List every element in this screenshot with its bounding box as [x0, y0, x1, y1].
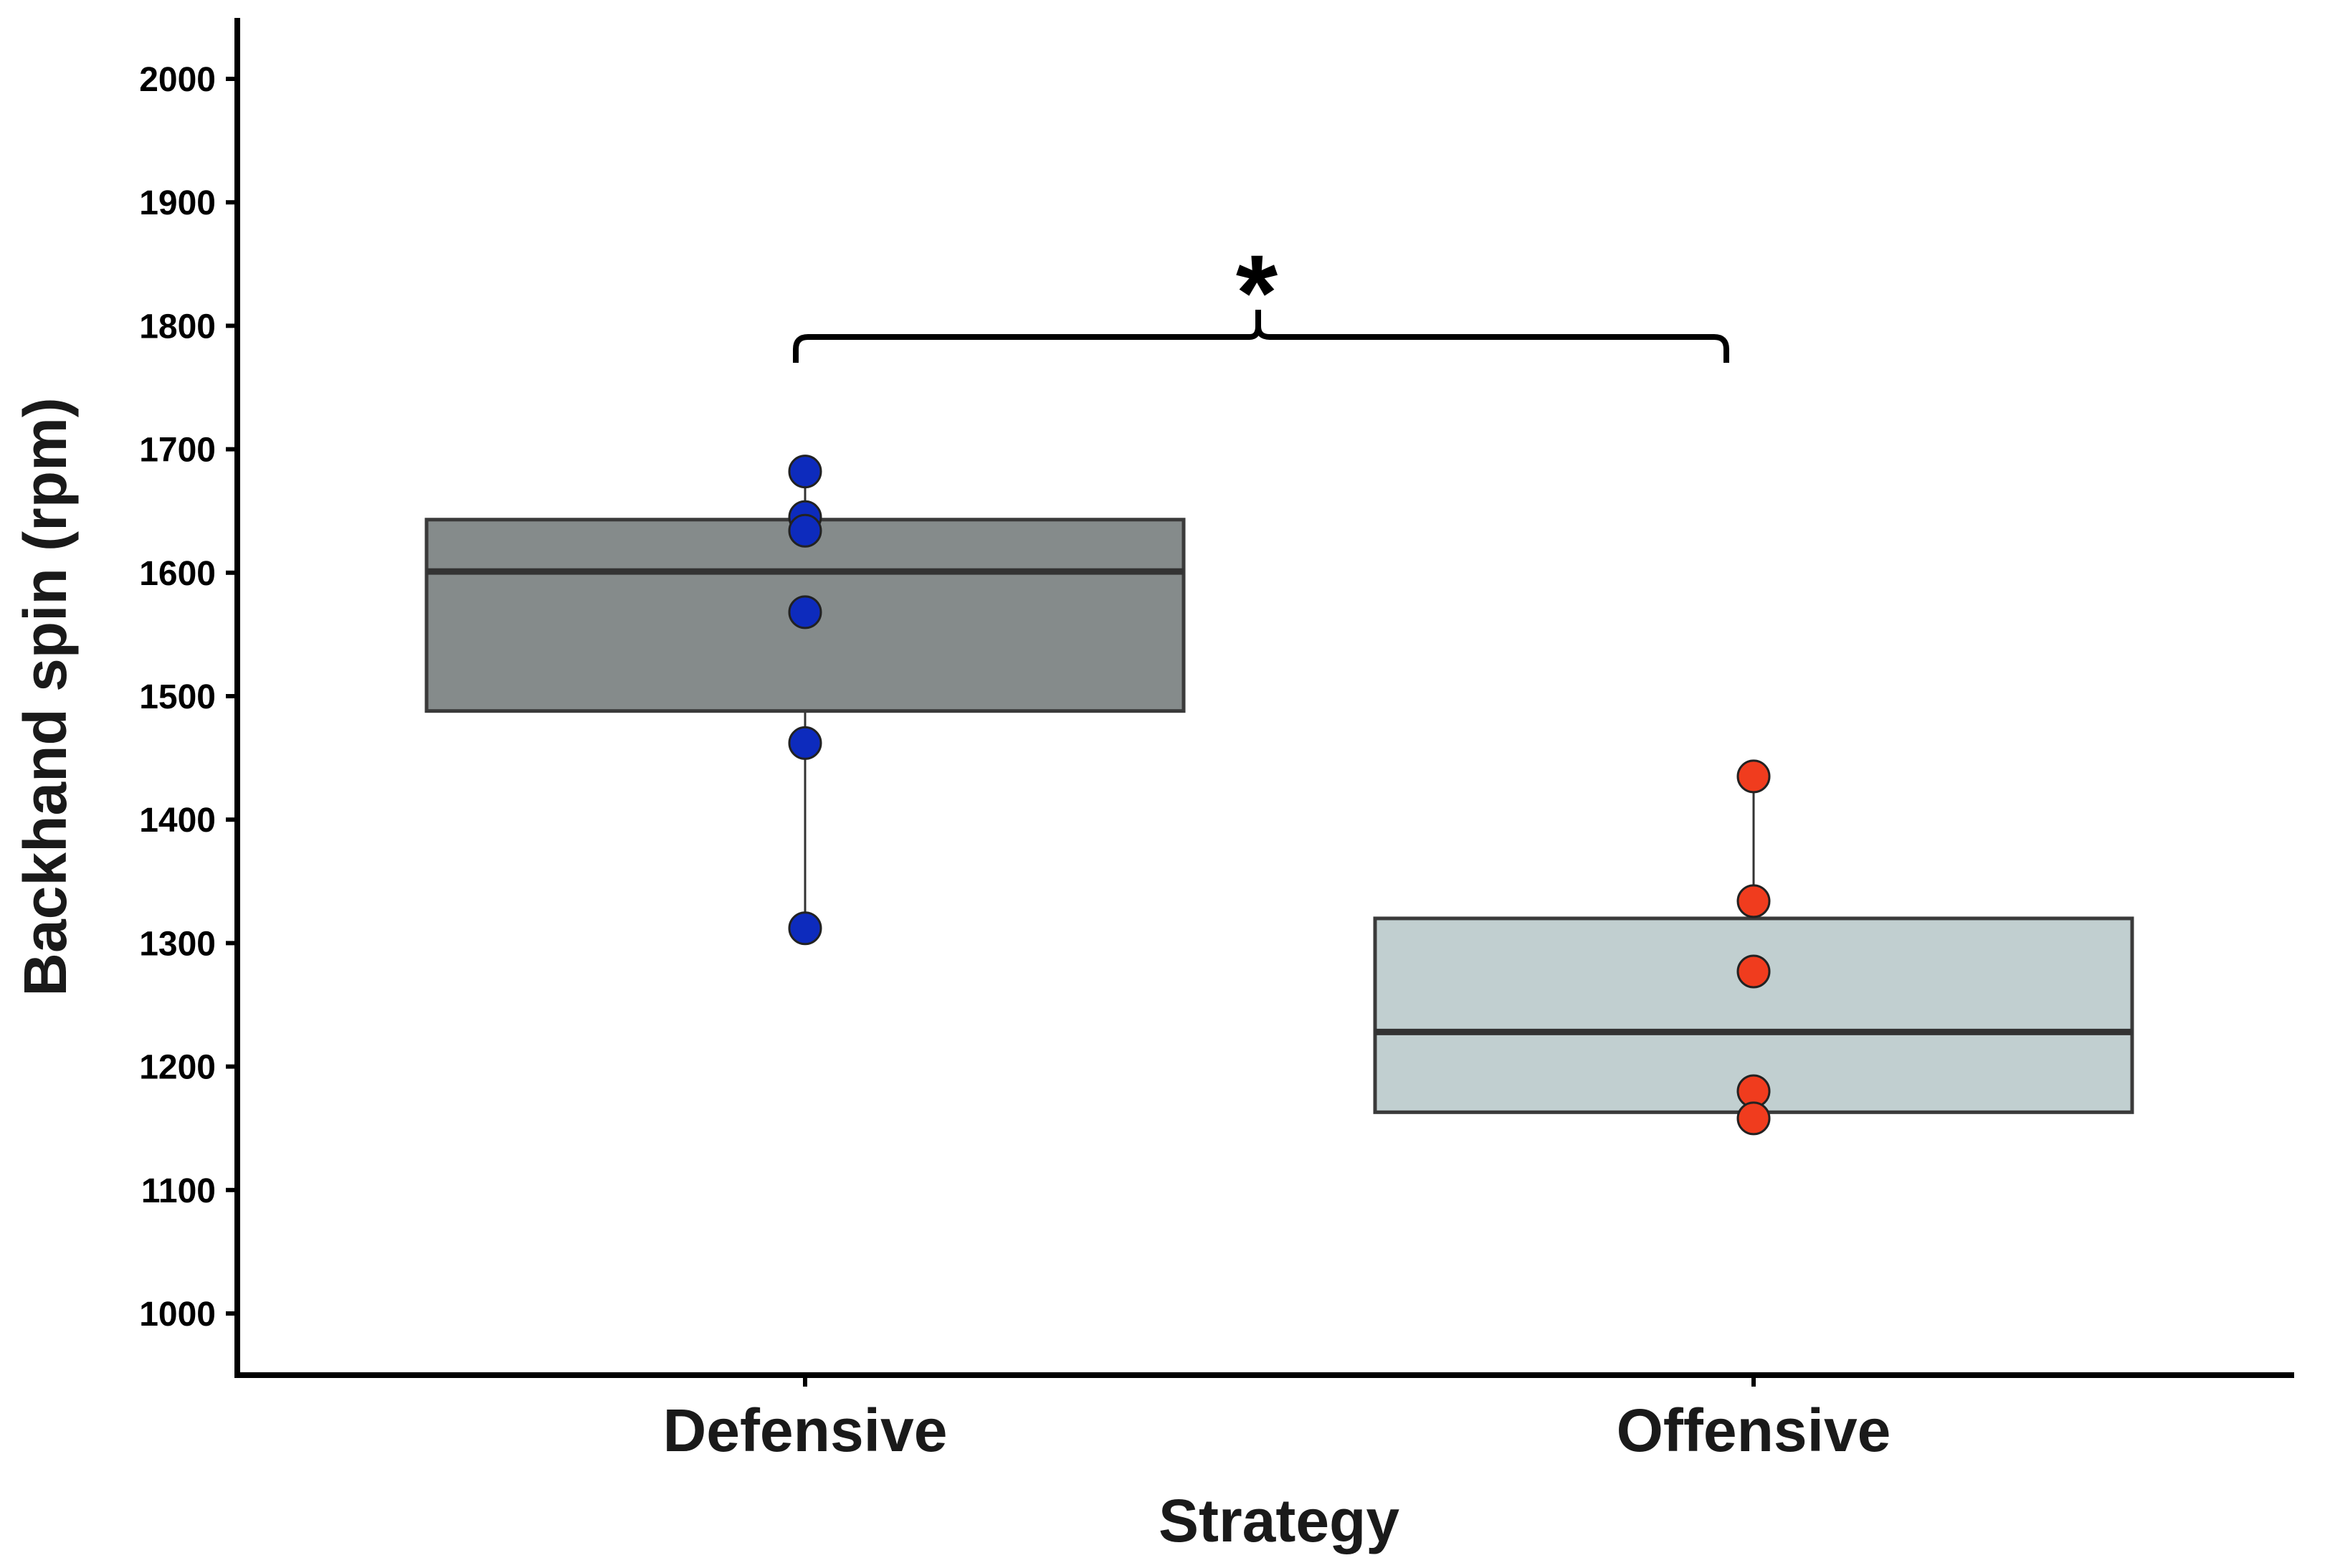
- y-tick-label-1000: 1000: [139, 1296, 216, 1334]
- x-ticks: Defensive Offensive: [663, 1375, 1891, 1464]
- y-tick-label-1700: 1700: [139, 432, 216, 470]
- significance-star: *: [1236, 232, 1278, 353]
- y-tick-label-1500: 1500: [139, 678, 216, 716]
- y-tick-label-1100: 1100: [141, 1172, 216, 1210]
- y-axis-title: Backhand spin (rpm): [11, 397, 79, 996]
- data-point-offensive-5: [1736, 1101, 1771, 1136]
- data-point-offensive-1: [1736, 759, 1771, 794]
- significance-bracket: [793, 310, 1729, 363]
- y-tick-label-1600: 1600: [139, 555, 216, 593]
- x-axis-title: Strategy: [1159, 1487, 1399, 1554]
- data-point-offensive-3: [1736, 954, 1771, 989]
- y-ticks: 1000 1100 1200 1300 1400 1500 1600 1700 1800 1900…: [139, 61, 237, 1334]
- y-tick-label-1400: 1400: [139, 802, 216, 840]
- y-tick-label-2000: 2000: [139, 61, 216, 99]
- y-tick-label-1300: 1300: [139, 925, 216, 963]
- x-tick-label-defensive: Defensive: [663, 1397, 948, 1464]
- y-tick-label-1200: 1200: [139, 1049, 216, 1087]
- x-tick-label-offensive: Offensive: [1617, 1397, 1891, 1464]
- data-points: [788, 455, 1771, 1136]
- boxes: [424, 518, 2134, 1114]
- y-tick-label-1800: 1800: [139, 308, 216, 346]
- data-point-defensive-4: [788, 595, 822, 629]
- data-point-defensive-3: [788, 513, 822, 548]
- data-point-defensive-1: [788, 455, 822, 489]
- data-point-defensive-5: [788, 726, 822, 760]
- data-point-offensive-2: [1736, 884, 1771, 918]
- y-tick-label-1900: 1900: [139, 184, 216, 222]
- data-point-defensive-6: [788, 911, 822, 946]
- significance-annotation: *: [793, 232, 1729, 363]
